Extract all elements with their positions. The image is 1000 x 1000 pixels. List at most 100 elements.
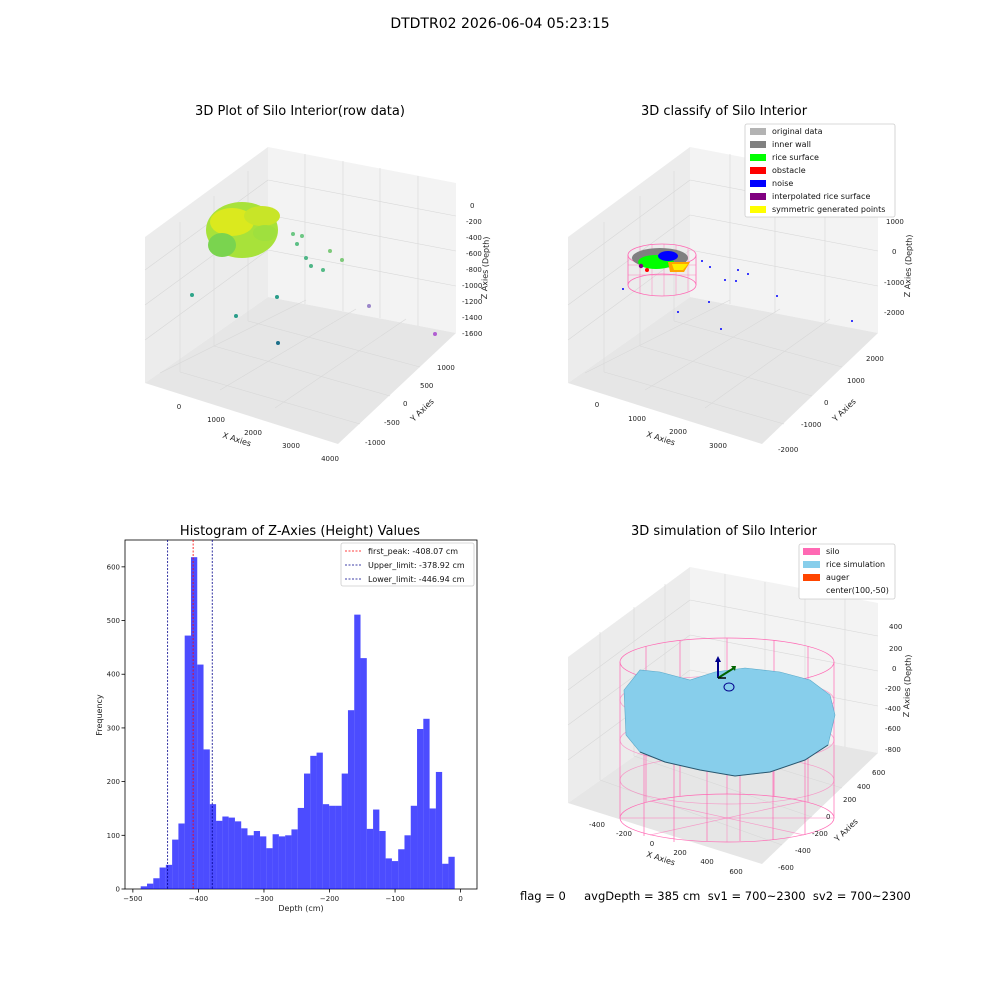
classify-zlabel: Z Axies (Depth) bbox=[903, 234, 914, 297]
simulation-xtick: 400 bbox=[700, 858, 713, 866]
simulation-ytick: -200 bbox=[812, 830, 828, 838]
histogram-bar bbox=[360, 658, 367, 889]
histogram-ytick-label: 100 bbox=[107, 832, 120, 840]
histogram-bar bbox=[203, 749, 210, 889]
legend-swatch-rice-surface bbox=[750, 154, 766, 161]
histogram-xtick-label: −100 bbox=[385, 895, 404, 903]
histogram-bar bbox=[178, 823, 185, 889]
raw-ytick: 0 bbox=[403, 400, 407, 408]
histogram-bar bbox=[247, 835, 254, 889]
simulation-ytick: 0 bbox=[826, 813, 830, 821]
simulation-ztick: -400 bbox=[885, 705, 901, 713]
histogram-bar bbox=[140, 886, 148, 889]
histogram-bar bbox=[341, 773, 348, 889]
simulation-rice-surface bbox=[623, 667, 836, 777]
legend-swatch-interpolated bbox=[750, 193, 766, 200]
classify-xtick: 0 bbox=[595, 401, 599, 409]
histogram-bar bbox=[310, 755, 317, 889]
histogram-bar bbox=[429, 808, 436, 889]
classify-xtick: 3000 bbox=[709, 442, 727, 450]
simulation-ztick: 0 bbox=[892, 665, 896, 673]
legend-label-noise: noise bbox=[772, 179, 793, 188]
histogram-bars bbox=[140, 557, 455, 889]
histogram-bar bbox=[197, 664, 204, 889]
raw-ytick: -500 bbox=[384, 419, 400, 427]
raw-ztick: -400 bbox=[466, 234, 482, 242]
raw-ztick: -1200 bbox=[462, 298, 482, 306]
histogram-xtick-label: −500 bbox=[123, 895, 142, 903]
raw-ztick: -600 bbox=[466, 250, 482, 258]
simulation-ytick: -600 bbox=[778, 864, 794, 872]
classify-ytick: 2000 bbox=[866, 355, 884, 363]
histogram-bar bbox=[241, 828, 248, 889]
histogram-bar bbox=[278, 836, 286, 889]
legend-swatch-auger bbox=[803, 574, 820, 581]
simulation-ytick: -400 bbox=[795, 847, 811, 855]
simulation-xlabel: X Axies bbox=[645, 850, 676, 868]
histogram-xtick-label: −200 bbox=[320, 895, 339, 903]
histogram-bar bbox=[354, 614, 361, 889]
histogram-bar bbox=[291, 829, 298, 889]
histogram-bar bbox=[304, 773, 311, 889]
legend-swatch-silo bbox=[803, 548, 820, 555]
classify-legend: original data inner wall rice surface ob… bbox=[744, 123, 896, 218]
histogram-xlabel: Depth (cm) bbox=[278, 904, 323, 913]
raw-ztick: -1400 bbox=[462, 314, 482, 322]
histogram-bar bbox=[379, 831, 386, 889]
histogram-bar bbox=[448, 856, 455, 889]
histogram-bar bbox=[209, 804, 217, 889]
histogram-bar bbox=[222, 816, 229, 889]
histogram-bar bbox=[184, 635, 191, 889]
histogram-bar bbox=[366, 828, 374, 889]
legend-swatch-symmetric bbox=[750, 206, 766, 213]
raw-ztick: -800 bbox=[466, 266, 482, 274]
simulation-zlabel: Z Axies (Depth) bbox=[902, 654, 913, 717]
classify-ytick: 0 bbox=[824, 399, 828, 407]
histogram-bar bbox=[297, 807, 305, 889]
histogram-ytick-label: 500 bbox=[107, 617, 120, 625]
simulation-ztick: -600 bbox=[885, 725, 901, 733]
histogram-bar bbox=[172, 839, 179, 889]
histogram-ticks: −500 −400 −300 −200 −100 0 0 100 200 300 400 500 600 bbox=[107, 563, 463, 903]
simulation-xtick: -200 bbox=[616, 830, 632, 838]
histogram-bar bbox=[335, 805, 342, 889]
raw-plot-title: 3D Plot of Silo Interior(row data) bbox=[195, 104, 405, 119]
simulation-xtick: 200 bbox=[673, 849, 686, 857]
legend-label-first-peak: first_peak: -408.07 cm bbox=[368, 547, 458, 556]
histogram-ytick-label: 400 bbox=[107, 671, 120, 679]
histogram-bar bbox=[373, 809, 380, 889]
raw-ytick: 1000 bbox=[437, 364, 455, 372]
raw-ztick: -200 bbox=[466, 218, 482, 226]
histogram-bar bbox=[266, 848, 273, 889]
legend-label-rice-surface: rice surface bbox=[772, 153, 819, 162]
legend-label-symmetric: symmetric generated points bbox=[772, 205, 885, 214]
histogram-xtick-label: −300 bbox=[254, 895, 273, 903]
raw-zlabel: Z Axies (Depth) bbox=[480, 236, 491, 299]
simulation-xtick: 0 bbox=[650, 840, 654, 848]
histogram-plot: −500 −400 −300 −200 −100 0 0 100 200 300 400 500 600… bbox=[95, 539, 478, 913]
classify-ytick: 1000 bbox=[847, 377, 865, 385]
simulation-ztick: -800 bbox=[885, 746, 901, 754]
legend-label-interpolated: interpolated rice surface bbox=[772, 192, 870, 201]
simulation-xtick: 600 bbox=[729, 868, 742, 876]
classify-plot-title: 3D classify of Silo Interior bbox=[640, 104, 808, 119]
raw-xtick: 0 bbox=[177, 403, 181, 411]
histogram-bar bbox=[272, 834, 279, 889]
simulation-legend: silo rice simulation auger center(100,-5… bbox=[798, 543, 896, 600]
simulation-ztick: 400 bbox=[889, 623, 902, 631]
histogram-bar bbox=[228, 817, 235, 889]
histogram-bar bbox=[190, 557, 198, 889]
legend-label-silo: silo bbox=[826, 547, 840, 556]
raw-ztick: 0 bbox=[470, 202, 474, 210]
legend-label-upper-limit: Upper_limit: -378.92 cm bbox=[368, 561, 465, 570]
simulation-xtick: -400 bbox=[589, 821, 605, 829]
simulation-ytick: 600 bbox=[872, 769, 885, 777]
legend-swatch-original-data bbox=[750, 128, 766, 135]
histogram-title: Histogram of Z-Axies (Height) Values bbox=[179, 524, 421, 539]
histogram-bar bbox=[153, 878, 160, 889]
histogram-bar bbox=[404, 835, 411, 889]
legend-swatch-noise bbox=[750, 180, 766, 187]
raw-ytick: 500 bbox=[420, 382, 433, 390]
histogram-bar bbox=[385, 858, 392, 889]
